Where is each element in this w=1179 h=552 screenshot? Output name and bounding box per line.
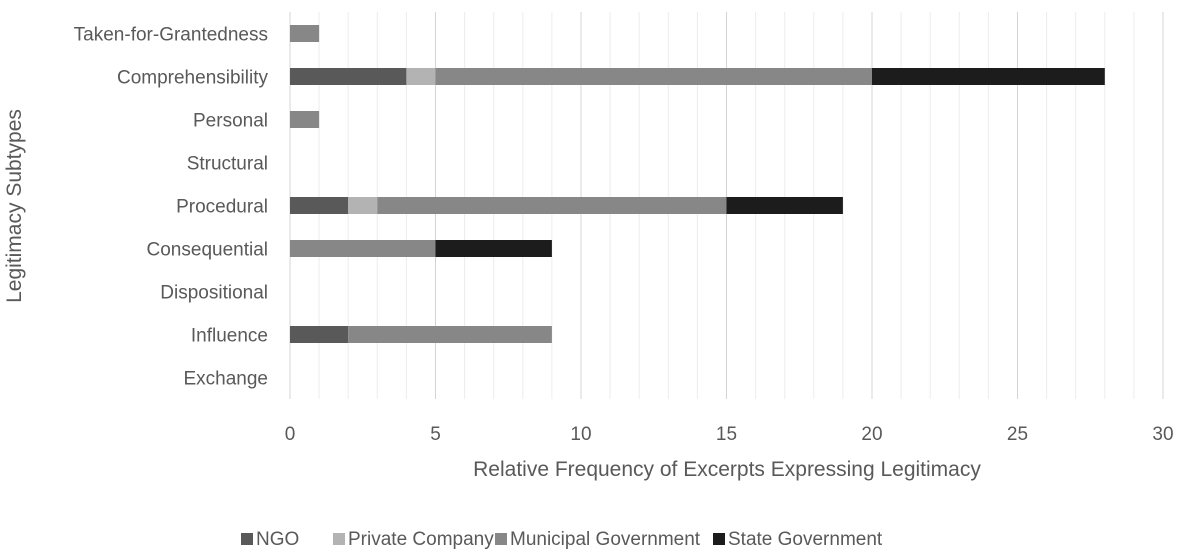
- legend-swatch: [333, 533, 345, 545]
- bar-segment: [406, 68, 436, 85]
- x-tick-label: 5: [430, 424, 441, 445]
- bar-segment: [290, 240, 436, 257]
- legend-label: State Government: [728, 529, 883, 550]
- legend-label: NGO: [256, 529, 299, 550]
- x-tick-label: 30: [1152, 424, 1173, 445]
- category-label: Structural: [187, 154, 268, 175]
- legend-label: Private Company: [348, 529, 494, 550]
- bar-segment: [377, 197, 727, 214]
- bar-segment: [290, 68, 407, 85]
- category-label: Exchange: [183, 369, 268, 390]
- bar-segment: [435, 68, 872, 85]
- legend-swatch: [241, 533, 253, 545]
- legend: NGO Private Company Municipal Government St…: [241, 529, 883, 550]
- x-tick-label: 25: [1007, 424, 1028, 445]
- legend-swatch: [495, 533, 507, 545]
- x-tick-label: 10: [570, 424, 591, 445]
- x-tick-label: 15: [716, 424, 737, 445]
- category-label: Dispositional: [160, 283, 268, 304]
- x-tick-label: 20: [861, 424, 882, 445]
- bar-segment: [290, 197, 349, 214]
- x-tick-label: 0: [285, 424, 296, 445]
- bar-segment: [348, 197, 378, 214]
- x-axis-title: Relative Frequency of Excerpts Expressin…: [473, 458, 981, 481]
- bars: [290, 25, 1105, 343]
- bar-segment: [872, 68, 1105, 85]
- legend-label: Municipal Government: [510, 529, 701, 550]
- category-labels: Exchange Influence Dispositional Consequent…: [74, 25, 269, 390]
- bar-segment: [290, 25, 320, 42]
- category-label: Consequential: [147, 240, 268, 261]
- category-label: Comprehensibility: [117, 68, 269, 89]
- x-tick-labels: 0 5 10 15 20 25 30: [285, 424, 1174, 445]
- bar-segment: [435, 240, 552, 257]
- bar-segment: [290, 111, 320, 128]
- bar-segment: [290, 326, 349, 343]
- category-label: Personal: [193, 111, 268, 132]
- y-axis-title: Legitimacy Subtypes: [3, 109, 26, 303]
- category-label: Procedural: [176, 197, 268, 218]
- bar-segment: [726, 197, 843, 214]
- bar-segment: [348, 326, 552, 343]
- category-label: Taken-for-Grantedness: [74, 25, 268, 46]
- category-label: Influence: [191, 326, 268, 347]
- legend-swatch: [713, 533, 725, 545]
